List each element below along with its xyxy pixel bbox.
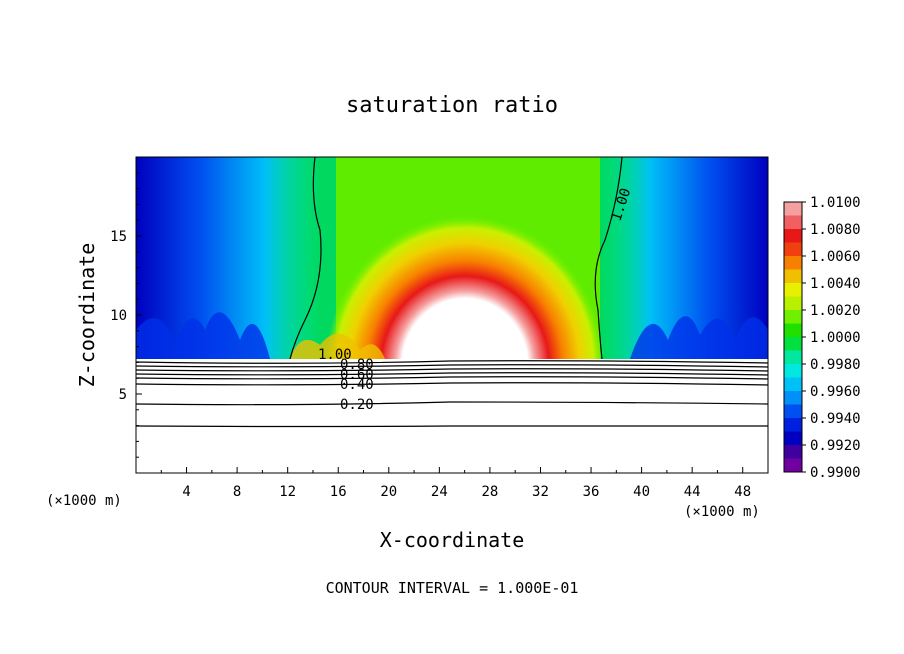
contour-label-040: 0.40 <box>340 377 374 393</box>
colorbar-label: 1.0100 <box>810 195 861 211</box>
colorbar-swatch <box>784 269 802 284</box>
colorbar: 1.0100 1.0080 1.0060 1.0040 1.0020 1.0000 0.99… <box>783 195 861 481</box>
colorbar-swatch <box>784 445 802 459</box>
x-tick-label: 24 <box>431 484 448 500</box>
colorbar-label: 1.0080 <box>810 222 861 238</box>
contour-lines <box>135 156 769 428</box>
colorbar-label: 0.9940 <box>810 411 861 427</box>
contour-interval-note: CONTOUR INTERVAL = 1.000E-01 <box>326 579 579 597</box>
x-tick-label: 12 <box>279 484 296 500</box>
x-axis-label: X-coordinate <box>380 528 525 552</box>
x-tick-label: 20 <box>380 484 397 500</box>
x-tick-label: 36 <box>583 484 600 500</box>
contour-line-100-right <box>594 156 623 360</box>
y-tick-label: 5 <box>119 387 127 403</box>
colorbar-label: 0.9920 <box>810 438 861 454</box>
y-tick-label: 10 <box>110 308 127 324</box>
x-unit-left: (×1000 m) <box>46 493 122 509</box>
y-tick-label: 15 <box>110 229 127 245</box>
x-tick-label: 48 <box>734 484 751 500</box>
x-tick-label: 28 <box>481 484 498 500</box>
contour-label-080: 0.80 <box>340 357 374 373</box>
colorbar-swatch <box>784 323 802 338</box>
x-tick-label: 32 <box>532 484 549 500</box>
colorbar-swatch <box>784 404 802 419</box>
colorbar-label: 1.0000 <box>810 330 861 346</box>
colorbar-swatch <box>784 337 802 351</box>
x-unit-right: (×1000 m) <box>684 504 760 520</box>
colorbar-swatch <box>784 242 802 257</box>
colorbar-swatch <box>784 350 802 365</box>
contour-label-020: 0.20 <box>340 397 374 413</box>
colorbar-swatch <box>784 418 802 432</box>
x-tick-label: 44 <box>684 484 701 500</box>
colorbar-label: 0.9980 <box>810 357 861 373</box>
contour-line-020 <box>135 401 769 406</box>
colorbar-label: 1.0040 <box>810 276 861 292</box>
x-tick-label: 8 <box>233 484 241 500</box>
colorbar-label: 1.0020 <box>810 303 861 319</box>
contour-line-100-left <box>289 156 322 360</box>
contour-line-060 <box>135 372 769 376</box>
contour-line-050 <box>135 376 769 380</box>
colorbar-swatch <box>784 458 802 473</box>
contour-line-010 <box>135 425 768 428</box>
colorbar-swatch <box>784 215 802 230</box>
x-tick-label: 4 <box>182 484 190 500</box>
contour-line-080 <box>135 360 769 364</box>
colorbar-swatch <box>784 431 802 446</box>
colorbar-label: 1.0060 <box>810 249 861 265</box>
colorbar-swatch <box>784 296 802 311</box>
colorbar-swatch <box>784 256 802 270</box>
heatmap-field <box>136 157 768 359</box>
chart-title: saturation ratio <box>346 93 558 118</box>
colorbar-swatch <box>784 364 802 378</box>
colorbar-swatch <box>784 391 802 405</box>
contour-line-070 <box>135 364 769 368</box>
x-axis: 4 8 12 16 20 24 28 32 36 40 44 48 <box>160 467 751 500</box>
colorbar-swatch <box>784 202 802 216</box>
colorbar-swatch <box>784 229 802 243</box>
y-axis: 5 10 15 <box>110 172 142 458</box>
contour-label-060: 0.60 <box>340 367 374 383</box>
colorbar-swatch <box>784 310 802 324</box>
colorbar-swatch <box>784 377 802 392</box>
colorbar-label: 0.9960 <box>810 384 861 400</box>
colorbar-swatch <box>784 283 802 297</box>
colorbar-label: 0.9900 <box>810 465 861 481</box>
contour-label-100-lower: 1.00 <box>318 347 352 363</box>
contour-line-040 <box>135 382 769 386</box>
contour-line-065 <box>135 368 769 372</box>
x-tick-label: 40 <box>633 484 650 500</box>
x-tick-label: 16 <box>330 484 347 500</box>
y-axis-label: Z-coordinate <box>75 243 99 388</box>
